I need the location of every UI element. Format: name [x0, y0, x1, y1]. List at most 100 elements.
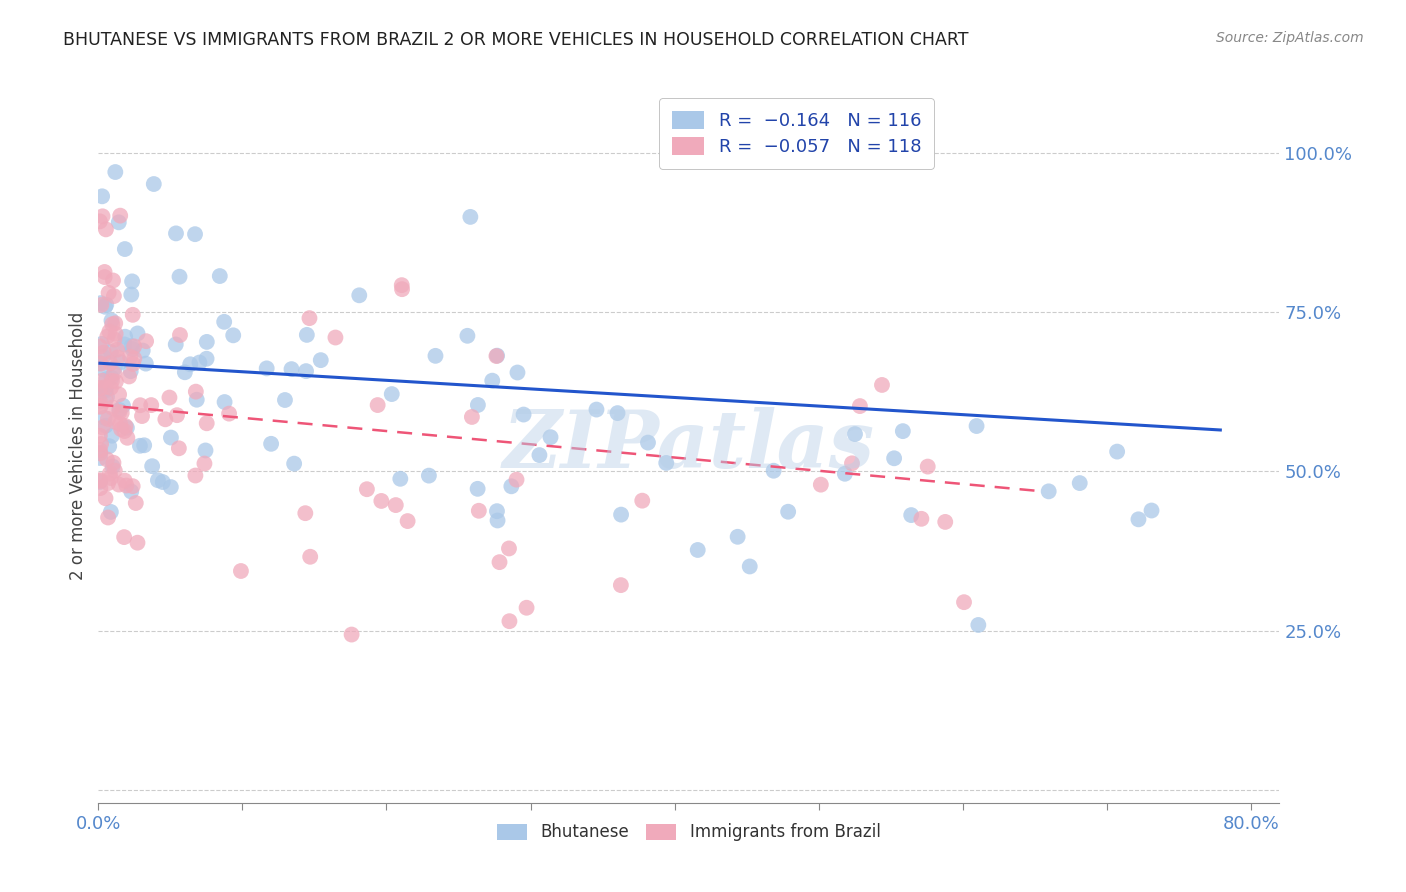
Point: [506, 366, 529, 380]
Point: [280, 362, 302, 376]
Point: [486, 349, 509, 363]
Point: [104, 375, 127, 389]
Point: [186, 392, 208, 407]
Point: [1069, 476, 1091, 491]
Point: [486, 513, 509, 527]
Point: [107, 351, 129, 365]
Point: [212, 315, 235, 329]
Point: [89, 473, 111, 487]
Point: [606, 406, 628, 420]
Point: [108, 477, 131, 491]
Point: [456, 328, 478, 343]
Point: [934, 515, 956, 529]
Point: [1107, 444, 1129, 458]
Point: [89, 442, 111, 457]
Point: [167, 442, 190, 456]
Point: [778, 505, 800, 519]
Point: [103, 289, 125, 303]
Point: [96, 372, 118, 386]
Point: [134, 438, 156, 452]
Point: [94, 491, 117, 506]
Point: [166, 408, 188, 422]
Point: [101, 428, 124, 442]
Point: [111, 406, 134, 420]
Point: [107, 215, 129, 229]
Y-axis label: 2 or more Vehicles in Household: 2 or more Vehicles in Household: [69, 312, 87, 580]
Point: [883, 451, 905, 466]
Point: [91, 349, 114, 363]
Point: [101, 318, 124, 332]
Point: [100, 381, 122, 395]
Point: [101, 401, 124, 415]
Point: [94, 393, 117, 408]
Point: [165, 337, 187, 351]
Point: [89, 339, 111, 353]
Point: [762, 464, 785, 478]
Point: [498, 614, 520, 628]
Point: [96, 329, 118, 343]
Point: [120, 484, 142, 499]
Point: [131, 409, 153, 423]
Point: [460, 210, 482, 224]
Point: [467, 398, 489, 412]
Point: [349, 288, 371, 302]
Point: [195, 417, 218, 431]
Point: [96, 390, 118, 404]
Point: [105, 343, 128, 357]
Point: [468, 504, 491, 518]
Point: [501, 479, 523, 493]
Point: [120, 287, 142, 301]
Point: [512, 408, 534, 422]
Point: [585, 402, 607, 417]
Point: [135, 357, 157, 371]
Point: [104, 165, 127, 179]
Point: [89, 481, 111, 495]
Point: [89, 381, 111, 395]
Point: [834, 467, 856, 481]
Point: [103, 366, 125, 380]
Text: BHUTANESE VS IMMIGRANTS FROM BRAZIL 2 OR MORE VEHICLES IN HOUSEHOLD CORRELATION : BHUTANESE VS IMMIGRANTS FROM BRAZIL 2 OR…: [63, 31, 969, 49]
Point: [1038, 484, 1060, 499]
Point: [91, 420, 114, 434]
Point: [229, 564, 252, 578]
Point: [165, 227, 187, 241]
Point: [686, 543, 709, 558]
Point: [309, 353, 332, 368]
Point: [100, 471, 122, 485]
Point: [370, 494, 392, 508]
Point: [142, 177, 165, 191]
Point: [94, 380, 117, 394]
Point: [184, 384, 207, 399]
Point: [96, 452, 118, 467]
Point: [389, 472, 412, 486]
Point: [108, 387, 131, 401]
Point: [108, 403, 131, 417]
Point: [953, 595, 976, 609]
Point: [89, 450, 111, 465]
Point: [90, 399, 112, 413]
Point: [114, 329, 136, 343]
Point: [121, 308, 143, 322]
Point: [391, 278, 413, 293]
Point: [97, 476, 120, 491]
Point: [910, 512, 932, 526]
Point: [891, 424, 914, 438]
Point: [110, 422, 132, 436]
Point: [655, 456, 678, 470]
Point: [101, 273, 124, 287]
Point: [132, 343, 155, 358]
Point: [385, 498, 408, 512]
Point: [256, 361, 278, 376]
Point: [367, 398, 389, 412]
Point: [94, 300, 117, 314]
Point: [89, 474, 111, 488]
Point: [122, 357, 145, 371]
Point: [222, 328, 245, 343]
Point: [159, 391, 181, 405]
Point: [129, 398, 152, 412]
Point: [356, 482, 378, 496]
Point: [141, 459, 163, 474]
Point: [90, 386, 112, 401]
Point: [120, 350, 142, 364]
Point: [101, 374, 124, 388]
